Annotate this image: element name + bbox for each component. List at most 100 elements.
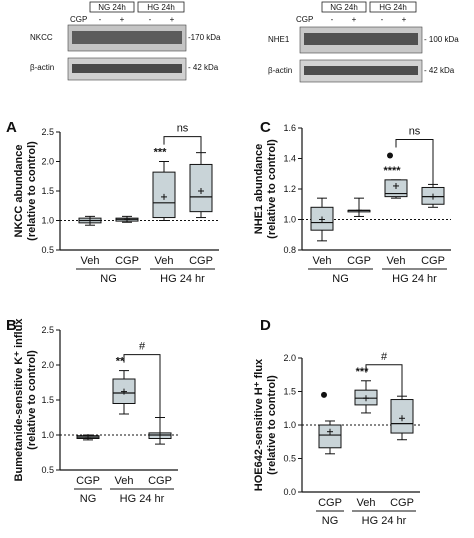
y-tick-label: 1.6 [283,123,296,133]
blot-group-label: HG 24h [147,3,175,12]
chart-panel-b: 0.5 1.0 1.5 2.0 2.5 Bumetanide-sensitive K⁺ i… [13,318,178,505]
x-tick-label: CGP [148,475,172,487]
blot-row-label: NKCC [30,33,53,42]
x-tick-label: Veh [387,255,406,267]
box-iqr [318,424,342,449]
comparison-bracket [163,136,202,153]
y-tick-label: 1.0 [283,420,296,430]
box-plot [112,370,136,415]
y-axis-label: (relative to control) [26,350,38,450]
blot-row-label: NHE1 [268,35,290,44]
y-tick-label: 2.5 [41,325,54,335]
blot-right: NG 24h HG 24h CGP - + - + NHE1 - 100 kDa… [268,1,459,83]
box-plot [189,152,213,219]
y-tick-label: 2.5 [41,127,54,137]
comparison-bracket [365,364,403,397]
cgp-sign: - [331,15,334,24]
cgp-sign: + [352,15,357,24]
x-tick-label: Veh [313,255,332,267]
y-tick-label: 2.0 [283,353,296,363]
chart-panel-a: 0.5 1.0 1.5 2.0 2.5 NKCC abundance (relative t… [13,123,219,285]
box-plot [115,215,139,223]
group-label: NG [80,493,97,505]
box-plot [318,391,342,455]
group-label: HG 24 hr [160,273,205,285]
x-tick-label: Veh [115,475,134,487]
y-tick-label: 0.5 [41,245,54,255]
y-axis-label: Bumetanide-sensitive K⁺ influx [13,318,25,482]
group-box-ng [89,1,135,13]
y-axis-label: (relative to control) [266,375,278,475]
comparison-bracket [395,138,434,185]
y-tick-label: 0.0 [283,487,296,497]
panel-letter-c: C [260,119,271,136]
blot-marker: - 42 kDa [188,63,219,72]
y-tick-label: 2.0 [41,360,54,370]
y-tick-label: 1.0 [41,216,54,226]
x-tick-label: CGP [318,497,342,509]
y-tick-label: 1.5 [41,186,54,196]
y-tick-label: 1.2 [283,184,296,194]
group-label: NG [322,515,339,527]
x-tick-label: Veh [357,497,376,509]
box-plot [152,161,176,221]
bracket-label: # [139,341,146,353]
y-tick-label: 1.4 [283,154,296,164]
nhe1-band [304,33,418,45]
bracket-label: ns [177,123,189,135]
significance-marker: *** [356,366,370,378]
actin-band [72,64,182,73]
x-tick-label: CGP [115,255,139,267]
y-axis-label: HOE642-sensitive H⁺ flux [253,358,265,491]
cgp-label: CGP [296,15,313,24]
blot-group-label: NG 24h [330,3,358,12]
x-tick-label: CGP [347,255,371,267]
y-tick-label: 1.0 [41,430,54,440]
nkcc-band [72,31,182,44]
cgp-sign: + [170,15,175,24]
blot-row-label: β-actin [268,66,292,75]
box-plot [78,215,102,226]
x-tick-label: Veh [155,255,174,267]
panel-letter-a: A [6,119,17,136]
significance-marker: *** [154,147,168,159]
y-axis-label: (relative to control) [266,139,278,239]
significance-marker: ** [116,356,125,368]
blot-group-label: NG 24h [98,3,126,12]
x-tick-label: CGP [390,497,414,509]
y-tick-label: 0.8 [283,245,296,255]
group-label: HG 24 hr [392,273,437,285]
box-plot [310,197,334,242]
y-tick-label: 0.5 [41,465,54,475]
significance-marker: **** [383,165,401,177]
outlier-point [387,152,393,159]
blot-row-label: β-actin [30,63,54,72]
box-plot [354,380,378,414]
panel-letter-b: B [6,317,17,334]
x-tick-label: CGP [189,255,213,267]
panel-letter-d: D [260,317,271,334]
group-box-hg [137,1,185,13]
cgp-sign: - [381,15,384,24]
x-tick-label: CGP [76,475,100,487]
box-plot [421,183,445,208]
group-label: HG 24 hr [120,493,165,505]
cgp-sign: + [402,15,407,24]
group-label: NG [100,273,117,285]
y-tick-label: 2.0 [41,157,54,167]
x-tick-label: Veh [81,255,100,267]
blot-marker: - 100 kDa [424,35,459,44]
group-label: HG 24 hr [362,515,407,527]
y-axis-label: NHE1 abundance [253,144,265,234]
cgp-label: CGP [70,15,87,24]
y-tick-label: 1.0 [283,215,296,225]
actin-band [304,66,418,75]
y-tick-label: 1.5 [283,387,296,397]
box-plot [76,434,100,441]
chart-panel-c: 0.8 1.0 1.2 1.4 1.6 NHE1 abundance (relative t… [253,123,451,285]
box-plot [384,152,408,199]
group-box-hg [369,1,417,13]
blot-left: NG 24h HG 24h CGP - + - + NKCC -170 kDa … [30,1,221,81]
y-tick-label: 0.5 [283,454,296,464]
